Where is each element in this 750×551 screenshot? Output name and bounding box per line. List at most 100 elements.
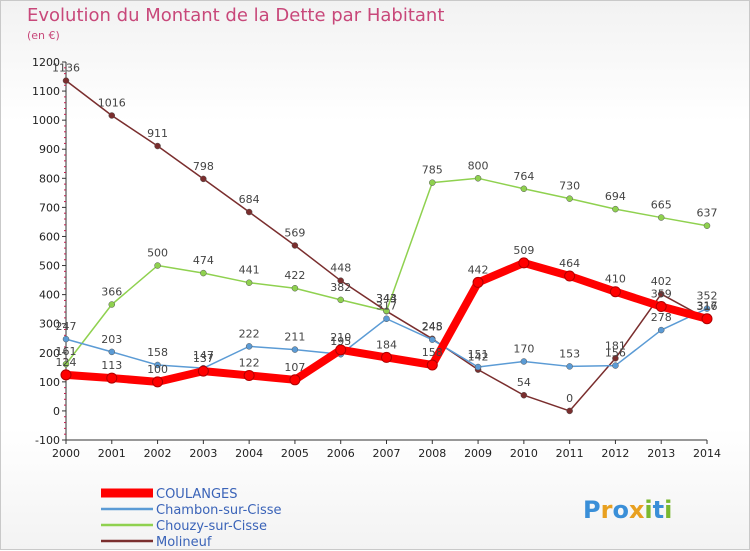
data-label-0: 210 xyxy=(330,331,351,344)
data-point-0 xyxy=(609,286,621,298)
data-point-3 xyxy=(154,142,161,150)
data-label-0: 137 xyxy=(193,352,214,365)
data-label-2: 441 xyxy=(239,264,260,277)
data-label-0: 113 xyxy=(101,359,122,372)
data-point-1 xyxy=(657,326,665,334)
x-tick-label: 2005 xyxy=(281,447,309,460)
data-point-3 xyxy=(520,391,528,399)
data-label-1: 245 xyxy=(422,321,443,334)
data-label-2: 161 xyxy=(56,345,77,358)
data-point-3 xyxy=(245,208,253,216)
data-labels-layer: 124 113 100 137 122 107 210 184 158 442 509 464 410 3… xyxy=(52,62,718,405)
data-label-3: 142 xyxy=(468,351,489,364)
data-label-1: 352 xyxy=(697,290,718,303)
legend-label-1: Chambon-sur-Cisse xyxy=(156,503,282,518)
y-tick-label: 500 xyxy=(39,260,60,273)
data-label-1: 278 xyxy=(651,311,672,324)
data-point-3 xyxy=(612,355,619,362)
chart-axes: -100010020030040050060070080090010001100… xyxy=(32,56,721,460)
data-label-2: 366 xyxy=(101,286,122,299)
data-label-0: 124 xyxy=(56,356,77,369)
data-point-1 xyxy=(566,363,573,370)
y-tick-label: 900 xyxy=(39,143,60,156)
data-point-1 xyxy=(474,363,482,371)
proxiti-logo: Proxiti xyxy=(583,496,672,524)
data-point-0 xyxy=(701,313,713,325)
data-label-1: 317 xyxy=(376,300,397,313)
logo-letter: x xyxy=(629,496,645,524)
y-tick-label: 1100 xyxy=(32,85,60,98)
data-point-0 xyxy=(655,301,667,313)
data-point-1 xyxy=(291,346,299,353)
data-label-3: 448 xyxy=(330,262,351,275)
data-point-0 xyxy=(197,365,209,377)
data-label-0: 509 xyxy=(513,244,534,257)
data-point-1 xyxy=(62,335,70,343)
data-label-3: 1016 xyxy=(98,97,126,110)
data-label-3: 1136 xyxy=(52,62,80,75)
data-label-0: 107 xyxy=(284,361,305,374)
data-label-0: 359 xyxy=(651,288,672,301)
logo-letter: i xyxy=(644,496,652,524)
data-point-0 xyxy=(564,270,576,282)
data-label-1: 203 xyxy=(101,333,122,346)
y-tick-label: 100 xyxy=(39,376,60,389)
data-label-3: 798 xyxy=(193,160,214,173)
data-point-3 xyxy=(291,242,299,249)
x-tick-label: 2013 xyxy=(647,447,675,460)
data-point-2 xyxy=(245,279,253,286)
data-point-0 xyxy=(518,257,530,269)
data-point-0 xyxy=(426,359,438,371)
logo-letter: P xyxy=(583,496,601,524)
y-tick-label: -100 xyxy=(35,434,60,447)
data-point-3 xyxy=(62,77,70,84)
data-label-1: 153 xyxy=(559,347,580,360)
data-point-2 xyxy=(612,205,619,213)
series-layer xyxy=(60,77,713,415)
x-tick-label: 2008 xyxy=(418,447,446,460)
data-label-3: 316 xyxy=(697,300,718,313)
x-tick-label: 2014 xyxy=(693,447,721,460)
x-tick-label: 2000 xyxy=(52,447,80,460)
data-label-2: 637 xyxy=(697,207,718,220)
data-label-3: 181 xyxy=(605,339,626,352)
data-point-2 xyxy=(337,296,344,304)
proxiti-wordmark: Proxiti xyxy=(583,496,672,524)
data-point-3 xyxy=(566,407,573,415)
chart-legend: COULANGESChambon-sur-CisseChouzy-sur-Cis… xyxy=(101,487,282,550)
data-label-2: 694 xyxy=(605,190,626,203)
data-point-2 xyxy=(291,284,299,292)
data-point-2 xyxy=(200,269,207,277)
data-label-0: 158 xyxy=(422,346,443,359)
data-label-2: 474 xyxy=(193,254,214,267)
data-label-0: 410 xyxy=(605,273,626,286)
data-point-2 xyxy=(383,307,390,315)
data-label-2: 382 xyxy=(330,281,351,294)
data-label-2: 764 xyxy=(513,170,534,183)
data-point-0 xyxy=(289,374,301,386)
data-label-2: 665 xyxy=(651,199,672,212)
data-label-3: 54 xyxy=(517,376,531,389)
data-label-3: 402 xyxy=(651,275,672,288)
y-tick-label: 200 xyxy=(39,347,60,360)
data-label-1: 158 xyxy=(147,346,168,359)
y-tick-label: 400 xyxy=(39,289,60,302)
data-label-3: 911 xyxy=(147,127,168,140)
data-point-0 xyxy=(152,376,164,388)
data-label-3: 684 xyxy=(239,193,260,206)
data-label-3: 0 xyxy=(566,392,573,405)
data-point-0 xyxy=(472,276,484,288)
data-point-0 xyxy=(106,372,118,384)
y-tick-label: 700 xyxy=(39,201,60,214)
y-tick-label: 1200 xyxy=(32,56,60,69)
data-label-0: 122 xyxy=(239,356,260,369)
data-label-1: 170 xyxy=(513,342,534,355)
data-point-1 xyxy=(612,362,619,369)
data-point-1 xyxy=(429,336,436,343)
data-label-1: 211 xyxy=(284,331,305,344)
logo-letter: t xyxy=(653,496,664,524)
data-point-0 xyxy=(335,344,347,356)
data-point-2 xyxy=(657,214,665,221)
